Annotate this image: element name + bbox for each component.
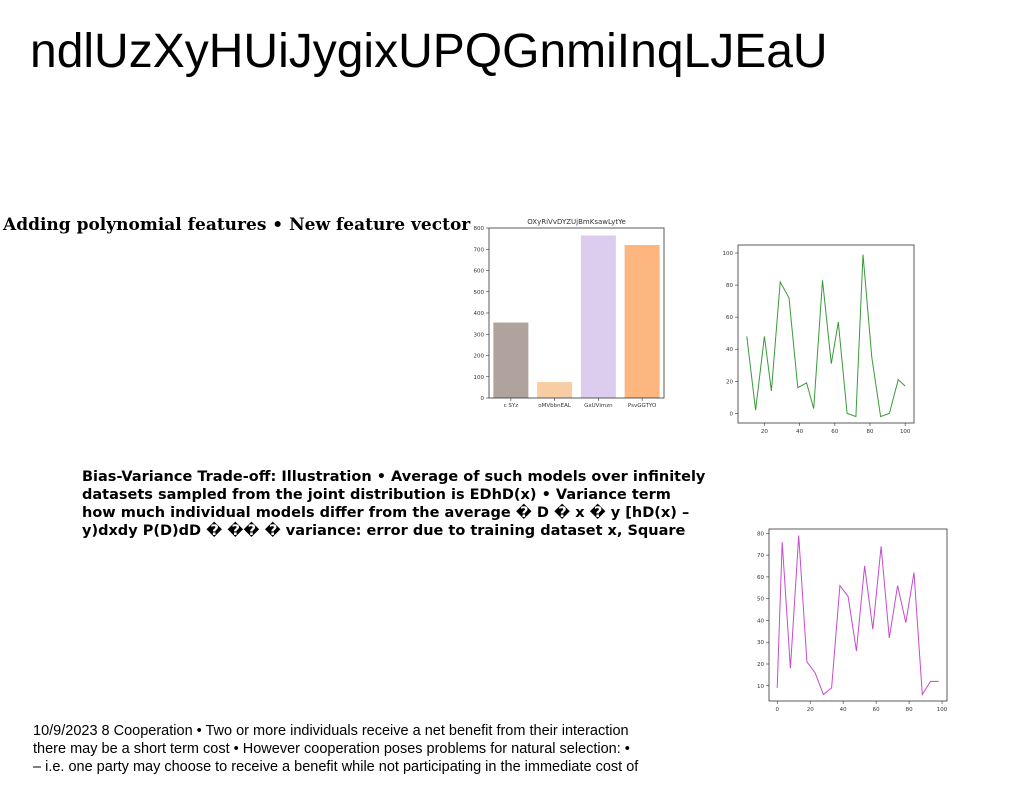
x-tick-label: 40 xyxy=(840,707,847,713)
x-tick-label: GxUVimzn xyxy=(584,403,613,409)
x-tick-label: 20 xyxy=(807,707,814,713)
plot-frame xyxy=(737,244,915,424)
green-line-chart: 0 20 40 60 80 100 20 40 60 80 100 xyxy=(723,244,915,435)
y-tick-label: 40 xyxy=(726,347,733,353)
bar xyxy=(624,245,660,398)
bar xyxy=(580,235,616,398)
y-tick-label: 0 xyxy=(481,396,485,402)
y-tick-label: 400 xyxy=(474,311,485,317)
x-tick-label: 0 xyxy=(775,707,779,713)
chart-title: OXyRiVvDYZUjBmKsawLytYe xyxy=(527,218,626,226)
y-tick-label: 700 xyxy=(474,247,485,253)
bias-line: how much individual models differ from t… xyxy=(82,505,690,521)
subtitle: Adding polynomial features • New feature… xyxy=(3,215,471,235)
x-tick-label: 60 xyxy=(831,429,838,435)
magenta-line-chart: 10 20 30 40 50 60 70 80 0 20 40 60 80 100 xyxy=(757,528,948,713)
bar xyxy=(493,322,529,398)
x-tick-label: 20 xyxy=(761,429,768,435)
y-tick-label: 60 xyxy=(757,575,764,581)
cooperation-text: 10/9/2023 8 Cooperation • Two or more in… xyxy=(33,722,733,776)
bias-line: Bias-Variance Trade-off: Illustration • … xyxy=(82,469,706,485)
y-tick-label: 300 xyxy=(474,332,485,338)
y-tick-label: 800 xyxy=(474,226,485,232)
x-tick-label: PsvGGTYO xyxy=(628,403,657,409)
series-line xyxy=(746,254,906,418)
x-tick-label: 100 xyxy=(937,707,948,713)
y-tick-label: 60 xyxy=(726,315,733,321)
y-tick-label: 0 xyxy=(730,411,734,417)
y-tick-label: 80 xyxy=(757,531,764,537)
y-tick-label: 20 xyxy=(757,662,764,668)
coop-line: – i.e. one party may choose to receive a… xyxy=(33,759,639,775)
y-tick-label: 40 xyxy=(757,618,764,624)
y-tick-label: 80 xyxy=(726,283,733,289)
x-tick-label: 80 xyxy=(867,429,874,435)
x-tick-label: c SYz xyxy=(504,403,519,409)
y-tick-label: 20 xyxy=(726,379,733,385)
plot-frame xyxy=(768,528,948,702)
y-tick-label: 100 xyxy=(474,375,485,381)
bar-chart: OXyRiVvDYZUjBmKsawLytYe 0 100 200 300 400 500 6… xyxy=(474,218,665,409)
y-tick-label: 500 xyxy=(474,290,485,296)
y-tick-label: 600 xyxy=(474,269,485,275)
x-tick-label: 80 xyxy=(906,707,913,713)
y-tick-label: 30 xyxy=(757,640,764,646)
coop-line: there may be a short term cost • However… xyxy=(33,741,630,757)
bias-line: datasets sampled from the joint distribu… xyxy=(82,487,671,503)
y-tick-label: 70 xyxy=(757,553,764,559)
coop-line: 10/9/2023 8 Cooperation • Two or more in… xyxy=(33,723,629,739)
x-tick-label: oMVbbnEAL xyxy=(538,403,572,409)
bias-variance-text: Bias-Variance Trade-off: Illustration • … xyxy=(82,468,732,540)
y-tick-label: 50 xyxy=(757,597,764,603)
bar xyxy=(537,382,573,398)
x-tick-label: 60 xyxy=(873,707,880,713)
slide-title: ndlUzXyHUiJygixUPQGnmiInqLJEaU xyxy=(30,25,828,78)
y-tick-label: 100 xyxy=(723,251,734,257)
x-tick-label: 40 xyxy=(796,429,803,435)
y-tick-label: 10 xyxy=(757,684,764,690)
series-line xyxy=(776,535,939,697)
plot-frame xyxy=(488,227,665,399)
y-tick-label: 200 xyxy=(474,354,485,360)
x-tick-label: 100 xyxy=(900,429,911,435)
bias-line: y)dxdy P(D)dD � �� � variance: error due… xyxy=(82,523,686,539)
